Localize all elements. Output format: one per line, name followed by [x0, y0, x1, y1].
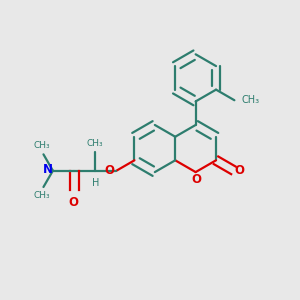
Text: H: H	[92, 178, 100, 188]
Text: O: O	[68, 196, 79, 209]
Text: CH₃: CH₃	[34, 191, 50, 200]
Text: CH₃: CH₃	[242, 95, 260, 105]
Text: O: O	[104, 164, 114, 177]
Text: CH₃: CH₃	[34, 141, 50, 150]
Text: CH₃: CH₃	[87, 139, 104, 148]
Text: N: N	[43, 163, 52, 176]
Text: O: O	[191, 173, 202, 186]
Text: O: O	[235, 164, 245, 177]
